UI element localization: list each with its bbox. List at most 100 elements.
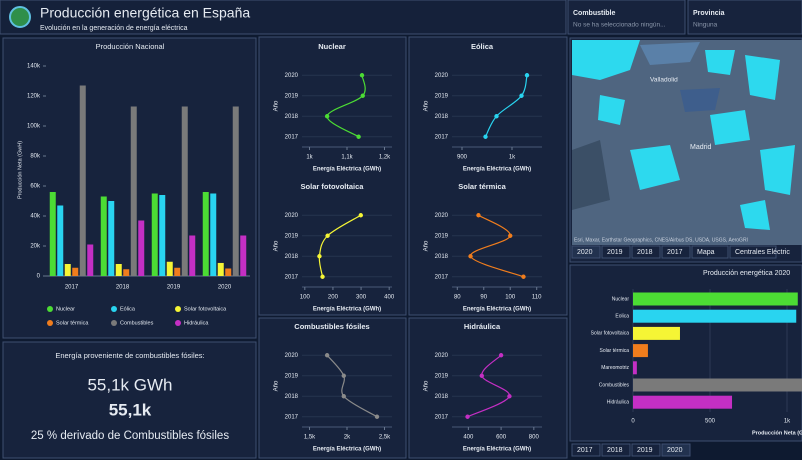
bar[interactable] bbox=[130, 106, 137, 277]
point[interactable] bbox=[498, 353, 504, 358]
bar[interactable] bbox=[166, 261, 173, 276]
point[interactable] bbox=[468, 254, 473, 259]
bar[interactable] bbox=[217, 262, 224, 276]
bar[interactable] bbox=[181, 106, 188, 277]
point[interactable] bbox=[325, 233, 330, 238]
bar[interactable] bbox=[49, 192, 56, 276]
y-tick-label: 2018 bbox=[435, 254, 449, 260]
bar[interactable] bbox=[115, 264, 122, 276]
bar[interactable] bbox=[57, 205, 64, 277]
point[interactable] bbox=[494, 114, 499, 119]
point[interactable] bbox=[360, 93, 365, 98]
tab-label[interactable]: 2018 bbox=[637, 249, 653, 256]
tab[interactable] bbox=[601, 443, 631, 457]
filter-value[interactable]: No se ha seleccionado ningún... bbox=[573, 22, 666, 29]
bar[interactable] bbox=[633, 378, 802, 392]
x-tick-label: 80 bbox=[454, 295, 461, 301]
tab[interactable] bbox=[729, 245, 777, 259]
point[interactable] bbox=[524, 73, 530, 78]
point[interactable] bbox=[507, 394, 512, 399]
summary-text: 25 % derivado de Combustibles fósiles bbox=[31, 430, 229, 442]
bar[interactable] bbox=[123, 269, 130, 276]
summary-heading: Energía proveniente de combustibles fósi… bbox=[55, 351, 204, 360]
tab-label[interactable]: 2017 bbox=[667, 249, 683, 256]
bar[interactable] bbox=[633, 292, 798, 306]
tab-label[interactable]: 2019 bbox=[637, 447, 653, 454]
point[interactable] bbox=[519, 93, 524, 98]
bar[interactable] bbox=[87, 244, 94, 277]
bar[interactable] bbox=[159, 195, 166, 276]
point[interactable] bbox=[521, 274, 526, 279]
legend-label: Eólica bbox=[120, 306, 136, 312]
bar[interactable] bbox=[64, 264, 71, 276]
bar[interactable] bbox=[232, 106, 239, 277]
legend-label: Combustibles bbox=[120, 320, 154, 326]
tab-label[interactable]: Mapa bbox=[697, 249, 715, 256]
filter-box[interactable] bbox=[687, 0, 802, 35]
point[interactable] bbox=[374, 414, 380, 419]
bar[interactable] bbox=[189, 235, 196, 277]
filter-box[interactable] bbox=[567, 0, 686, 35]
point[interactable] bbox=[341, 373, 346, 378]
x-axis-label: Energía Eléctrica (GWh) bbox=[463, 447, 531, 453]
point[interactable] bbox=[508, 233, 513, 238]
x-tick-label: 0 bbox=[631, 419, 635, 425]
bar[interactable] bbox=[100, 196, 107, 277]
map[interactable]: Valladolid Madrid Esri, Maxar, Earthstar… bbox=[572, 40, 802, 245]
tab-label[interactable]: 2020 bbox=[577, 249, 593, 256]
bar[interactable] bbox=[240, 235, 247, 277]
y-tick-label: Combustibles bbox=[599, 382, 630, 388]
tab-label[interactable]: 2017 bbox=[577, 447, 593, 454]
bar[interactable] bbox=[72, 267, 79, 276]
point[interactable] bbox=[324, 353, 330, 358]
point[interactable] bbox=[324, 114, 330, 119]
tab[interactable] bbox=[571, 245, 601, 259]
tab[interactable] bbox=[631, 245, 661, 259]
bar[interactable] bbox=[633, 395, 733, 409]
point[interactable] bbox=[341, 394, 346, 399]
bar[interactable] bbox=[633, 326, 680, 340]
tab[interactable] bbox=[661, 245, 691, 259]
point[interactable] bbox=[356, 134, 361, 139]
bar[interactable] bbox=[151, 193, 158, 277]
summary-value: 55,1k GWh bbox=[87, 375, 172, 394]
point[interactable] bbox=[320, 274, 325, 279]
bar[interactable] bbox=[138, 220, 145, 277]
tab-label[interactable]: Centrales Eléctric bbox=[735, 249, 790, 256]
point[interactable] bbox=[483, 134, 488, 139]
x-tick-label: 800 bbox=[529, 435, 540, 441]
x-tick-label: 100 bbox=[505, 295, 516, 301]
bar[interactable] bbox=[633, 309, 797, 323]
x-tick-label: 900 bbox=[457, 155, 468, 161]
point[interactable] bbox=[476, 213, 481, 218]
tab-label[interactable]: 2018 bbox=[607, 447, 623, 454]
point[interactable] bbox=[358, 213, 363, 218]
bar[interactable] bbox=[225, 268, 232, 277]
point[interactable] bbox=[465, 414, 470, 419]
bar[interactable] bbox=[79, 85, 86, 277]
bar[interactable] bbox=[633, 344, 648, 358]
y-tick-label: 2018 bbox=[435, 394, 449, 400]
bar[interactable] bbox=[633, 361, 637, 375]
tab-label[interactable]: 2019 bbox=[607, 249, 623, 256]
tab[interactable] bbox=[631, 443, 661, 457]
tab[interactable] bbox=[601, 245, 631, 259]
y-tick-label: 2019 bbox=[285, 233, 299, 239]
chart-title: Combustibles fósiles bbox=[294, 322, 369, 331]
bar[interactable] bbox=[174, 267, 181, 276]
tab[interactable] bbox=[691, 245, 729, 259]
filter-value[interactable]: Ninguna bbox=[693, 22, 718, 29]
bar[interactable] bbox=[210, 193, 217, 277]
x-tick-label: 2k bbox=[344, 435, 351, 441]
point[interactable] bbox=[359, 73, 365, 78]
point[interactable] bbox=[479, 373, 484, 378]
bar[interactable] bbox=[202, 192, 209, 276]
bar[interactable] bbox=[108, 201, 115, 276]
x-tick-label: 2017 bbox=[65, 285, 79, 291]
y-tick-label: 40k bbox=[30, 214, 41, 220]
point[interactable] bbox=[317, 254, 322, 259]
tab-label[interactable]: 2020 bbox=[667, 447, 683, 454]
y-tick-label: 2017 bbox=[435, 274, 449, 280]
tab[interactable] bbox=[571, 443, 601, 457]
tab[interactable] bbox=[661, 443, 691, 457]
